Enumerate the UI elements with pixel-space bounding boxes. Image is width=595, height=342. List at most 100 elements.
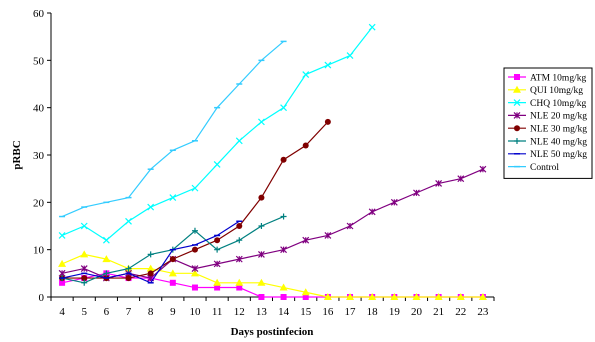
data-point — [368, 293, 377, 300]
data-point — [279, 283, 288, 291]
x-tick-label: 16 — [322, 306, 334, 318]
data-point — [513, 99, 521, 107]
x-tick-label: 7 — [126, 306, 132, 318]
data-point — [280, 294, 287, 300]
data-point — [125, 275, 132, 282]
data-point — [413, 189, 420, 197]
data-point — [236, 237, 243, 244]
data-point — [235, 137, 243, 145]
data-point — [323, 293, 332, 300]
data-point — [236, 284, 243, 291]
y-tick-label: 60 — [33, 8, 45, 20]
data-point — [214, 246, 221, 253]
legend-label: NLE 50 mg/kg — [530, 150, 587, 160]
data-point — [190, 269, 199, 277]
legend-entry: CHQ 10mg/kg — [508, 99, 586, 109]
x-tick-label: 20 — [411, 306, 423, 318]
data-point — [514, 138, 520, 144]
series-7 — [59, 220, 243, 284]
series-line — [61, 26, 373, 241]
plot-area: 0 10 20 30 40 50 60 4 5 6 7 8 9 10 11 12 13 14 15 16 17 18 19 2… — [33, 8, 495, 318]
y-tick-label: 20 — [33, 197, 45, 209]
data-point — [457, 175, 465, 183]
data-point — [324, 61, 332, 69]
legend-entry: NLE 20 mg/kg — [508, 112, 587, 122]
series-8 — [59, 40, 287, 218]
y-tick-label: 50 — [33, 55, 45, 67]
y-tick-label: 10 — [33, 245, 45, 257]
data-point — [258, 294, 265, 300]
data-point — [258, 250, 265, 258]
x-tick-label: 10 — [189, 306, 201, 318]
data-point — [58, 232, 66, 239]
series-line — [61, 253, 483, 298]
y-tick-label: 30 — [33, 150, 45, 162]
data-point — [280, 213, 287, 220]
data-point — [125, 217, 132, 225]
legend-entry: NLE 30 mg/kg — [508, 125, 587, 135]
data-point — [258, 194, 265, 201]
data-point — [302, 142, 309, 149]
data-point — [412, 293, 421, 300]
legend-label: CHQ 10mg/kg — [530, 99, 586, 109]
x-tick-label: 5 — [81, 306, 87, 318]
x-axis-title: Days postinfecion — [231, 326, 314, 338]
data-point — [213, 161, 221, 168]
data-point — [390, 293, 399, 300]
data-point — [514, 74, 520, 80]
x-tick-label: 9 — [170, 306, 176, 318]
x-tick-label: 19 — [389, 306, 401, 318]
x-tick-label: 17 — [345, 306, 357, 318]
legend-label: Control — [530, 163, 559, 173]
x-tick-label: 23 — [477, 306, 489, 318]
x-tick-label: 4 — [59, 306, 65, 318]
data-point — [168, 269, 177, 277]
data-point — [81, 279, 88, 286]
data-point — [346, 293, 355, 300]
legend-label: NLE 40 mg/kg — [530, 137, 587, 147]
x-tick-label: 22 — [455, 306, 466, 318]
data-point — [191, 284, 198, 291]
y-axis-title: pRBC — [11, 140, 23, 169]
data-point — [514, 125, 520, 132]
legend-entry: QUI 10mg/kg — [508, 85, 583, 96]
data-point — [102, 255, 111, 263]
data-point — [280, 246, 287, 254]
data-point — [102, 236, 110, 244]
data-point — [213, 278, 222, 286]
legend-entry: ATM 10mg/kg — [508, 73, 586, 83]
data-point — [390, 198, 398, 206]
legend-label: NLE 20 mg/kg — [530, 112, 587, 122]
legend-box — [503, 67, 593, 179]
data-point — [191, 227, 198, 234]
series-3 — [58, 23, 376, 244]
data-point — [213, 260, 221, 268]
data-point — [235, 255, 243, 263]
x-tick-label: 14 — [278, 306, 290, 318]
legend-entry: NLE 40 mg/kg — [508, 137, 587, 147]
x-tick-label: 13 — [256, 306, 268, 318]
data-point — [456, 293, 465, 300]
x-tick-label: 18 — [367, 306, 379, 318]
data-point — [302, 236, 310, 244]
data-point — [191, 246, 198, 253]
data-point — [103, 270, 110, 277]
series-5 — [59, 118, 331, 282]
data-point — [346, 222, 354, 230]
data-point — [479, 165, 487, 173]
data-point — [258, 118, 265, 126]
data-point — [280, 156, 287, 163]
data-point — [125, 265, 132, 272]
legend-label: ATM 10mg/kg — [530, 73, 586, 83]
data-point — [302, 294, 309, 300]
data-point — [80, 222, 88, 230]
series-line — [62, 121, 329, 279]
data-point — [146, 264, 155, 272]
data-point — [258, 223, 265, 229]
series-line — [61, 168, 484, 279]
data-point — [324, 118, 331, 125]
data-point — [257, 278, 266, 286]
data-point — [513, 85, 521, 93]
data-point — [513, 111, 521, 119]
